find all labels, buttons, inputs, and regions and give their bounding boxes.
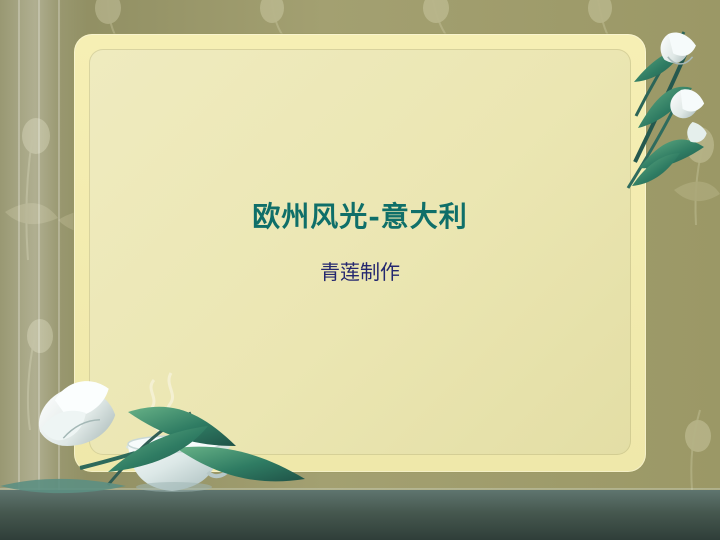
left-flower-cluster	[0, 381, 305, 494]
slide-title: 欧州风光-意大利	[252, 200, 468, 233]
right-flower-cluster	[626, 31, 707, 189]
content-panel	[89, 49, 631, 455]
slide-subtitle: 青莲制作	[320, 260, 400, 284]
floor-band	[0, 490, 720, 540]
